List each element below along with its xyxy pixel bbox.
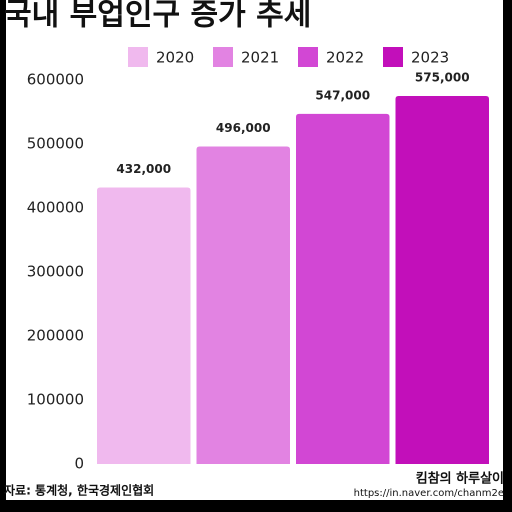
- legend-label: 2021: [241, 49, 279, 67]
- source: 자료: 통계청, 한국경제인협회: [4, 483, 154, 498]
- y-tick-label: 0: [74, 455, 84, 473]
- url: https://in.naver.com/chanm2e: [354, 488, 504, 499]
- legend-label: 2023: [411, 49, 449, 67]
- value-label: 547,000: [315, 88, 370, 102]
- bar: [395, 96, 489, 464]
- y-tick-label: 300000: [27, 263, 84, 281]
- value-label: 575,000: [415, 71, 470, 85]
- bar: [296, 113, 390, 465]
- legend-label: 2020: [156, 49, 194, 67]
- bar: [196, 146, 290, 464]
- legend-swatch: [213, 47, 233, 67]
- value-label: 432,000: [116, 162, 171, 176]
- legend-swatch: [298, 47, 318, 67]
- y-tick-label: 500000: [27, 135, 84, 153]
- y-tick-label: 100000: [27, 391, 84, 409]
- bar: [97, 187, 191, 464]
- chart-title: 국내 부업인구 증가 추세: [4, 0, 311, 33]
- y-tick-label: 600000: [27, 71, 84, 89]
- legend-label: 2022: [326, 49, 364, 67]
- credit: 킴참의 하루살이: [416, 471, 504, 487]
- legend-swatch: [383, 47, 403, 67]
- value-label: 496,000: [216, 121, 271, 135]
- y-tick-label: 400000: [27, 199, 84, 217]
- y-tick-label: 200000: [27, 327, 84, 345]
- legend-swatch: [128, 47, 148, 67]
